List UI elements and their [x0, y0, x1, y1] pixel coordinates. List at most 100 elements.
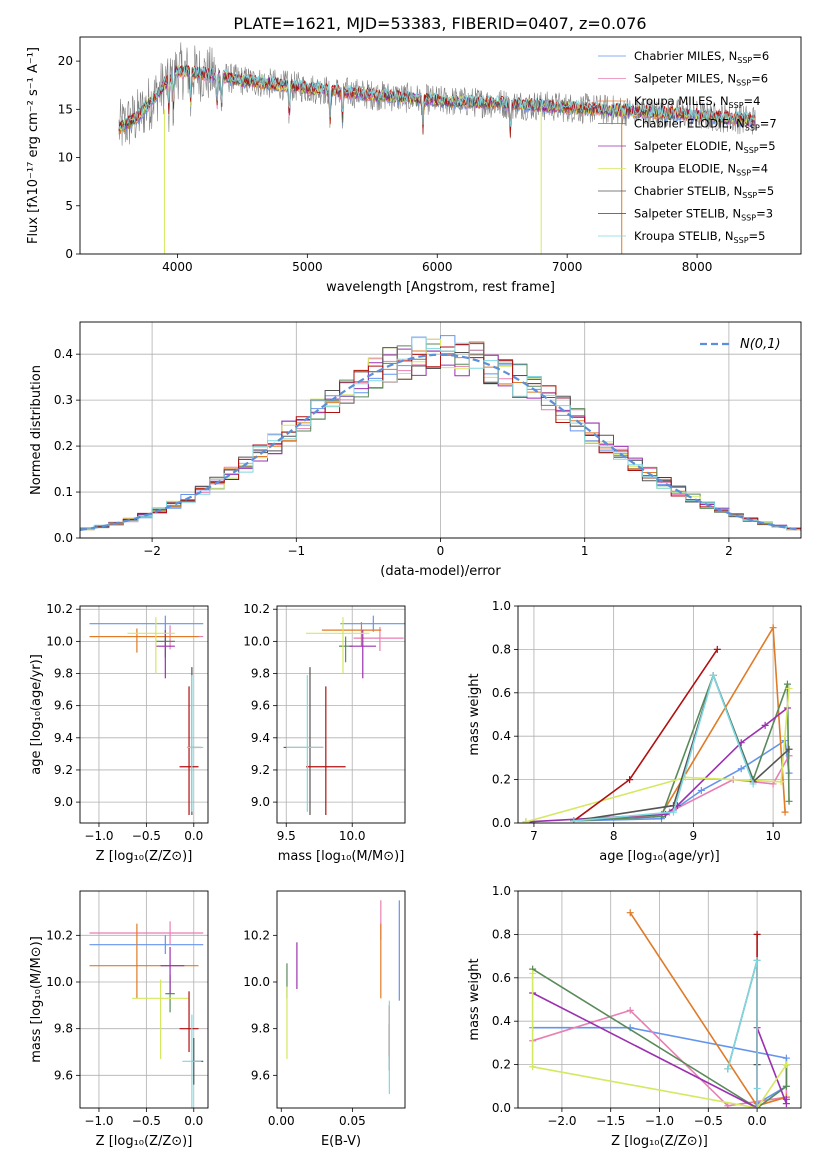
- x-axis-label: (data-model)/error: [380, 564, 501, 579]
- x-tick-label: 0.0: [748, 1114, 767, 1128]
- x-tick-label: −0.5: [132, 1114, 161, 1128]
- y-tick-label: 0.8: [492, 642, 511, 656]
- errorbar-8: [182, 1014, 202, 1108]
- x-tick-label: 10: [765, 829, 780, 843]
- y-tick-label: 10.0: [46, 975, 73, 989]
- y-tick-label: 9.8: [251, 1022, 270, 1036]
- y-tick-label: 0.8: [492, 927, 511, 941]
- weight-series-3: [532, 968, 788, 1108]
- y-tick-label: 9.2: [251, 763, 270, 777]
- plot-area-spectrum: [118, 42, 756, 254]
- y-tick-label: 9.4: [54, 731, 73, 745]
- x-tick-label: −2: [143, 544, 161, 558]
- panel-mass-vs-z: −1.0 −0.5 0.0 9.6 9.8 10.0 10.2 Z [log₁₀(Z/Z⊙)]…: [29, 890, 209, 1149]
- x-tick-label: 0.0: [184, 829, 203, 843]
- y-axis-label: mass weight: [467, 958, 482, 1040]
- y-tick-label: 10: [58, 151, 73, 165]
- errorbar-8: [286, 675, 324, 812]
- errorbar-0: [89, 615, 204, 632]
- errorbar-2: [89, 923, 199, 999]
- y-tick-label: 1.0: [492, 884, 511, 898]
- weight-marker: [753, 1104, 761, 1108]
- x-axis-label: Z [log₁₀(Z/Z⊙)]: [96, 849, 193, 864]
- x-tick-label: 8000: [682, 260, 713, 274]
- y-tick-label: 5: [65, 199, 73, 213]
- weight-marker: [777, 778, 785, 786]
- weight-marker: [761, 721, 769, 729]
- errorbar-3: [339, 636, 353, 663]
- weight-marker: [782, 1054, 790, 1062]
- panel-age-vs-mass: 9.5 10.0 9.0 9.2 9.4 9.6 9.8 10.0 10.2 mass [log₁…: [243, 602, 406, 864]
- x-tick-label: 0.0: [184, 1114, 203, 1128]
- y-tick-label: 0.0: [492, 816, 511, 830]
- axes-frame: [517, 890, 802, 1109]
- weight-marker: [724, 1102, 732, 1108]
- weight-marker: [697, 786, 705, 794]
- legend-entry-5: Kroupa ELODIE, NSSP=4: [634, 162, 768, 178]
- x-axis-label: age [log₁₀(age/yr)]: [599, 849, 720, 864]
- weight-marker: [782, 1061, 790, 1069]
- y-tick-label: 10.0: [46, 634, 73, 648]
- x-tick-label: 8: [610, 829, 618, 843]
- errorbar-7: [179, 686, 199, 815]
- y-axis-label: mass [log₁₀(M/M⊙)]: [29, 936, 44, 1063]
- y-tick-label: 0.1: [54, 485, 73, 499]
- y-tick-label: 9.0: [251, 795, 270, 809]
- weight-marker: [669, 808, 677, 816]
- x-tick-label: 7000: [552, 260, 583, 274]
- errorbar-5: [306, 617, 370, 674]
- x-tick-label: −1.5: [596, 1114, 625, 1128]
- x-tick-label: 0.00: [268, 1114, 295, 1128]
- legend-entry-1: Salpeter MILES, NSSP=6: [634, 72, 768, 88]
- plot-area-residuals: [80, 335, 801, 531]
- weight-marker: [724, 1065, 732, 1073]
- x-axis-label: Z [log₁₀(Z/Z⊙)]: [611, 1134, 708, 1149]
- weight-marker: [626, 909, 634, 917]
- y-tick-label: 10.2: [243, 928, 270, 942]
- errorbar-2: [89, 628, 199, 653]
- y-tick-label: 0: [65, 247, 73, 261]
- legend-entry-8: Kroupa STELIB, NSSP=5: [634, 229, 765, 245]
- errorbar-0: [89, 935, 204, 954]
- y-axis-label: Normed distribution: [29, 365, 44, 495]
- y-axis-label: mass weight: [467, 673, 482, 755]
- y-tick-label: 0.3: [54, 393, 73, 407]
- plot-area-mass-vs-ebv: [286, 900, 400, 1094]
- spectrum-legend: Chabrier MILES, NSSP=6 Salpeter MILES, NS…: [598, 49, 777, 245]
- panel-mass-weight-vs-z: −2.0 −1.5 −1.0 −0.5 0.0 0.0 0.2 0.4 0.6 0.8 1.0 Z […: [467, 884, 802, 1149]
- legend-entry-0: Chabrier MILES, NSSP=6: [634, 49, 769, 65]
- axes-frame: [276, 605, 406, 824]
- weight-marker: [785, 684, 793, 692]
- y-tick-label: 0.2: [492, 1058, 511, 1072]
- x-axis-label: wavelength [Angstrom, rest frame]: [326, 280, 555, 295]
- x-tick-label: 0: [437, 544, 445, 558]
- errorbar-2: [321, 622, 382, 647]
- x-tick-label: −0.5: [694, 1114, 723, 1128]
- y-tick-label: 9.8: [54, 1022, 73, 1036]
- x-tick-label: −1: [287, 544, 305, 558]
- weight-marker: [529, 1063, 537, 1071]
- y-tick-label: 0.6: [492, 971, 511, 985]
- x-tick-label: 5000: [292, 260, 323, 274]
- weight-series-5: [531, 973, 788, 1108]
- y-tick-label: 9.2: [54, 763, 73, 777]
- legend-entry-4: Salpeter ELODIE, NSSP=5: [634, 139, 776, 155]
- y-tick-label: 9.6: [54, 1068, 73, 1082]
- plot-area-mass-weight-vs-age: [522, 624, 793, 823]
- axes-frame: [276, 890, 406, 1109]
- x-axis-label: Z [log₁₀(Z/Z⊙)]: [96, 1134, 193, 1149]
- panel-residuals: −2 −1 0 1 2 0.0 0.1 0.2 0.3 0.4 (data-model)/error…: [29, 321, 802, 579]
- plot-area-age-vs-z: [89, 615, 204, 815]
- weight-marker: [782, 1082, 790, 1090]
- panel-mass-vs-ebv: 0.00 0.05 9.6 9.8 10.0 10.2 E(B-V): [243, 890, 406, 1149]
- weight-marker: [713, 645, 721, 653]
- legend-entry-7: Salpeter STELIB, NSSP=3: [634, 207, 773, 223]
- errorbar-5: [132, 979, 190, 1059]
- errorbar-7: [306, 686, 346, 815]
- panel-age-vs-z: −1.0 −0.5 0.0 9.0 9.2 9.4 9.6 9.8 10.0 10.2 Z [log…: [29, 602, 209, 864]
- y-tick-label: 9.4: [251, 731, 270, 745]
- weight-marker: [626, 1006, 634, 1014]
- y-axis-label: Flux [fλ10⁻¹⁷ erg cm⁻² s⁻¹ A⁻¹]: [26, 47, 41, 244]
- model-spectrum-8: [118, 65, 756, 130]
